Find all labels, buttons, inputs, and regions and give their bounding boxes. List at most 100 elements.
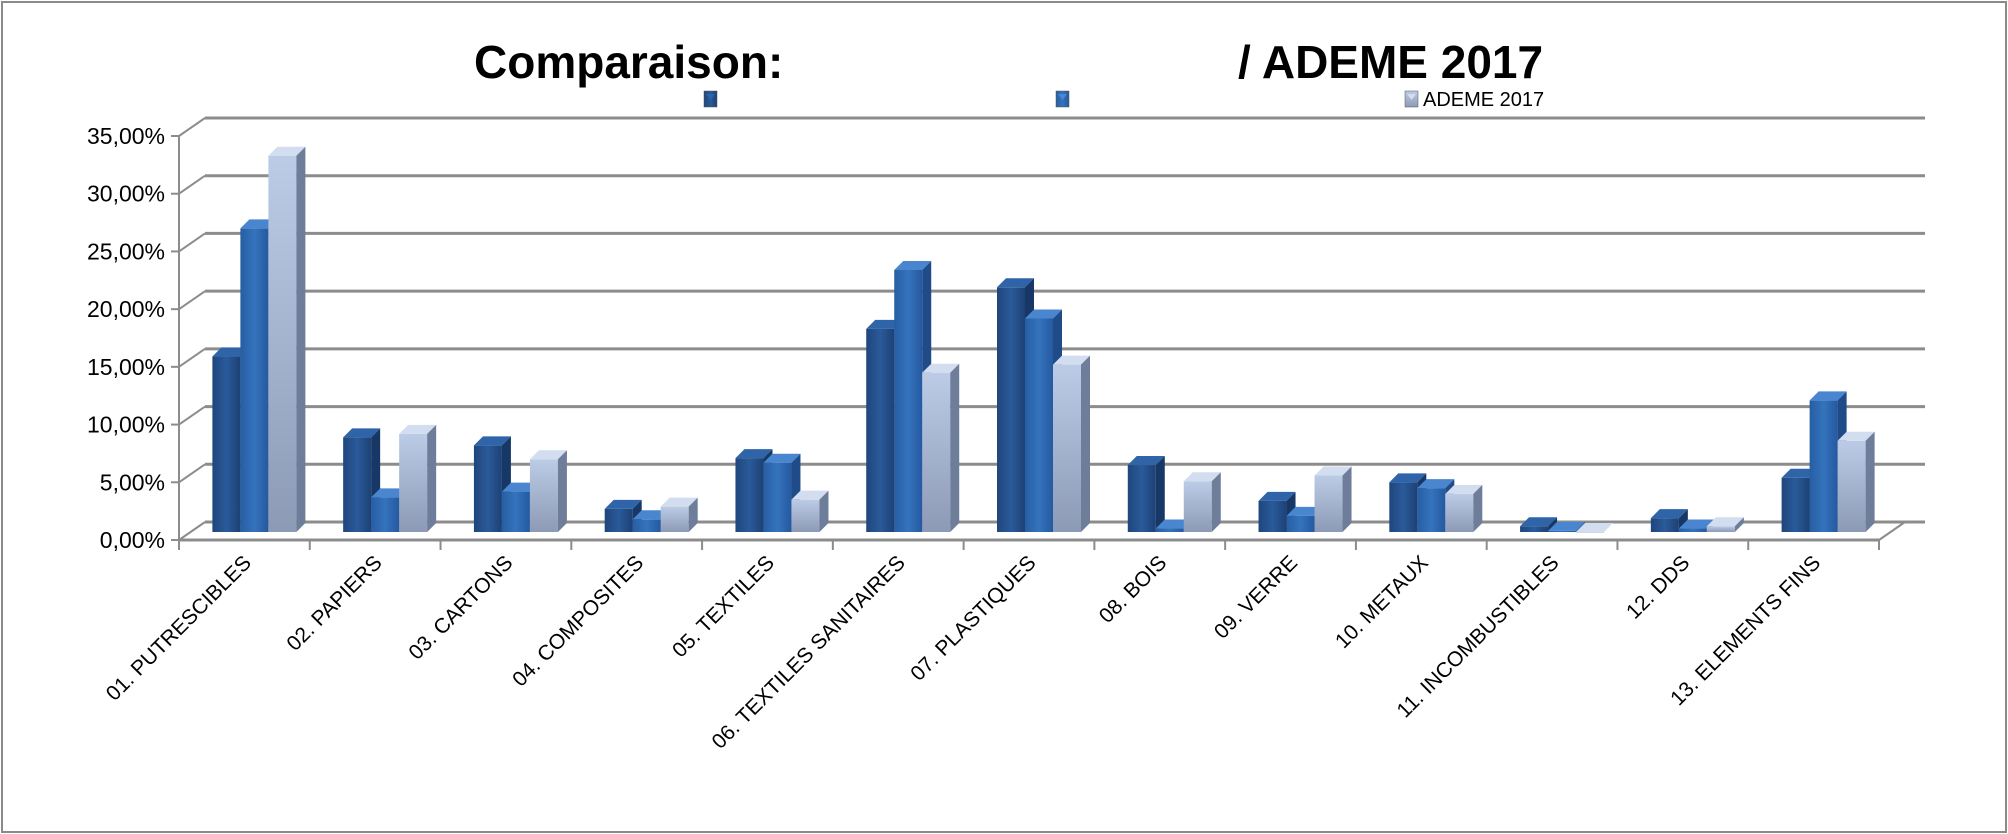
legend: ADEME 2017: [703, 89, 1544, 111]
bar-front: [1127, 465, 1156, 532]
x-category-label: 03. CARTONS: [404, 551, 517, 664]
y-tick-label: 0,00%: [100, 527, 165, 553]
bar-top: [1258, 491, 1296, 501]
bar: [1314, 466, 1352, 532]
legend-swatch-marker: [706, 94, 715, 100]
bar-front: [1678, 528, 1707, 532]
bar-side: [688, 497, 698, 532]
bar-front: [1417, 488, 1446, 532]
bar: [1706, 517, 1744, 532]
bar-top: [660, 497, 698, 507]
bar-top: [1706, 517, 1744, 527]
bar-side: [1576, 521, 1586, 532]
bar: [791, 490, 829, 532]
bar-front: [866, 328, 895, 532]
bar-top: [1025, 309, 1062, 319]
bar-top: [343, 428, 381, 438]
legend-swatch-marker: [1407, 94, 1416, 100]
gridline-side: [178, 290, 206, 310]
legend-item: [703, 90, 718, 108]
bar-top: [632, 510, 670, 520]
bar-side: [950, 363, 960, 532]
bar-top: [371, 488, 409, 498]
bar-top: [1837, 431, 1875, 441]
bar: [1548, 521, 1586, 532]
bars: [212, 146, 1875, 533]
bar-side: [1473, 484, 1483, 532]
bar-top: [735, 449, 773, 459]
bar-front: [660, 506, 689, 532]
bar-front: [1183, 481, 1212, 532]
gridline-side: [178, 463, 206, 484]
bar: [399, 424, 437, 532]
bar-top: [501, 482, 539, 492]
chart-title-left: Comparaison:: [474, 36, 783, 88]
y-tick-label: 20,00%: [87, 296, 165, 322]
x-category-label: 07. PLASTIQUES: [906, 551, 1040, 685]
bar-front: [1258, 500, 1287, 532]
bar-top: [894, 260, 932, 270]
bar-top: [997, 278, 1034, 288]
bar-top: [529, 450, 567, 460]
bar: [660, 497, 698, 532]
bar-top: [1650, 509, 1688, 519]
bar-side: [1342, 466, 1352, 532]
bar-front: [501, 491, 530, 532]
bar-front: [1520, 526, 1549, 532]
bar-top: [1417, 479, 1455, 489]
bar-side: [427, 424, 437, 532]
bar-top: [212, 347, 250, 357]
bar-top: [1809, 391, 1847, 401]
gridline-side: [178, 117, 206, 137]
bar-side: [1678, 509, 1688, 532]
y-tick-label: 10,00%: [87, 412, 165, 438]
bar: [1445, 484, 1483, 532]
bar-front: [1548, 530, 1577, 532]
bar-front: [1576, 532, 1605, 533]
bar-top: [1314, 466, 1352, 476]
bar-top: [1520, 517, 1558, 527]
bar-top: [1576, 523, 1614, 532]
bar-front: [212, 356, 241, 532]
bar-front: [1053, 364, 1081, 532]
bar-side: [1155, 456, 1165, 532]
bar-front: [763, 462, 792, 532]
bar-side: [1081, 355, 1090, 532]
bar-side: [1865, 431, 1875, 532]
bar-top: [1183, 472, 1221, 482]
bar-top: [1445, 484, 1483, 494]
bar-front: [1837, 440, 1866, 532]
gridline-side: [178, 405, 206, 426]
bar-top: [922, 363, 960, 373]
bar-front: [1025, 318, 1053, 532]
bar-side: [1211, 472, 1221, 532]
x-category-label: 10. METAUX: [1331, 551, 1433, 653]
bar-side: [1548, 517, 1558, 532]
bar: [268, 146, 306, 532]
bar-top: [1053, 355, 1090, 365]
bar-front: [1389, 482, 1418, 532]
bar: [1258, 491, 1296, 532]
bar-top: [1678, 519, 1716, 529]
gridline-side: [178, 232, 206, 253]
bar-front: [632, 519, 661, 532]
x-category-label: 08. BOIS: [1095, 551, 1172, 628]
bar-top: [791, 490, 829, 500]
y-tick-label: 15,00%: [87, 354, 165, 380]
gridline-side: [178, 174, 206, 195]
bar: [1576, 523, 1614, 533]
bar: [1650, 509, 1688, 532]
floor-edge: [1878, 521, 1906, 541]
x-category-label: 04. COMPOSITES: [508, 551, 648, 691]
bar-front: [791, 499, 820, 532]
bar-front: [268, 155, 297, 532]
bar-front: [1809, 400, 1838, 532]
bar-top: [866, 319, 904, 329]
bar-front: [922, 372, 951, 532]
bar-front: [1650, 518, 1679, 532]
legend-item: ADEME 2017: [1404, 89, 1544, 111]
bar-front: [399, 433, 428, 532]
bar-top: [240, 219, 278, 229]
bar-front: [997, 287, 1025, 532]
